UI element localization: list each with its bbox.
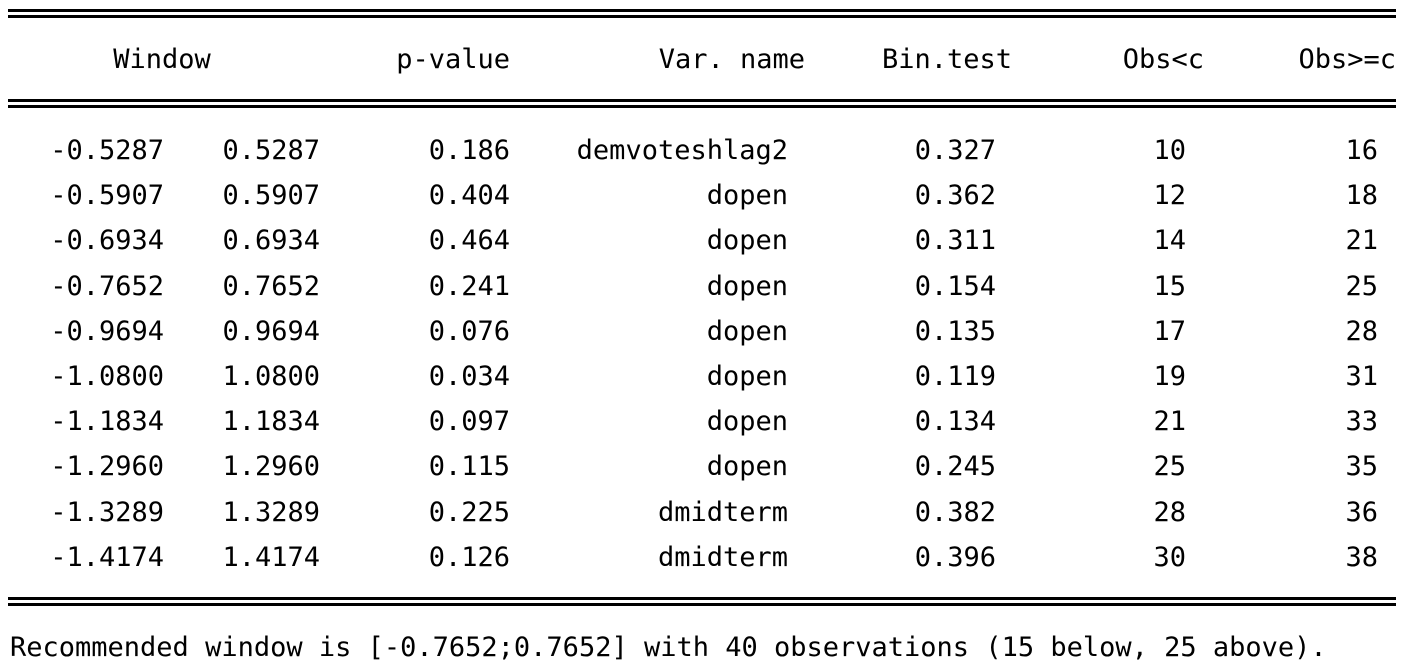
cell-window-upper: 1.2960 — [222, 451, 320, 483]
cell-window-lower: -0.9694 — [50, 315, 164, 347]
cell-obs-above: 38 — [1345, 541, 1378, 573]
cell-obs-below: 14 — [1153, 225, 1186, 257]
cell-obs-above: 35 — [1345, 451, 1378, 483]
cell-window-lower: -0.5287 — [50, 135, 164, 166]
cell-varname: dmidterm — [657, 541, 788, 573]
cell-varname: dmidterm — [657, 496, 788, 528]
cell-pvalue: 0.225 — [428, 496, 510, 528]
cell-bintest: 0.362 — [914, 180, 996, 212]
cell-bintest: 0.134 — [914, 406, 996, 438]
cell-window-lower: -0.6934 — [50, 225, 164, 257]
cell-obs-above: 31 — [1345, 361, 1378, 392]
cell-bintest: 0.135 — [914, 315, 996, 347]
cell-bintest: 0.311 — [914, 225, 996, 257]
cell-window-lower: -1.2960 — [50, 451, 164, 483]
cell-varname: dopen — [706, 361, 788, 392]
cell-window-upper: 1.4174 — [222, 541, 320, 573]
top-double-rule — [8, 6, 1396, 20]
cell-obs-above: 18 — [1345, 180, 1378, 212]
header-double-rule — [8, 96, 1396, 110]
recommendation-note: Recommended window is [-0.7652;0.7652] w… — [10, 632, 1327, 663]
cell-pvalue: 0.034 — [428, 361, 510, 392]
cell-obs-below: 30 — [1153, 541, 1186, 573]
cell-window-upper: 1.0800 — [222, 361, 320, 392]
cell-bintest: 0.396 — [914, 541, 996, 573]
cell-pvalue: 0.186 — [428, 135, 510, 166]
cell-window-lower: -1.0800 — [50, 361, 164, 392]
cell-window-lower: -1.3289 — [50, 496, 164, 528]
header-pvalue: p-value — [396, 44, 510, 75]
cell-varname: dopen — [706, 180, 788, 212]
cell-window-upper: 0.7652 — [222, 270, 320, 302]
cell-window-upper: 0.5907 — [222, 180, 320, 212]
header-window: Window — [113, 44, 211, 75]
cell-varname: dopen — [706, 406, 788, 438]
cell-window-upper: 1.1834 — [222, 406, 320, 438]
cell-pvalue: 0.097 — [428, 406, 510, 438]
bottom-double-rule — [8, 594, 1396, 608]
cell-varname: dopen — [706, 270, 788, 302]
cell-pvalue: 0.404 — [428, 180, 510, 212]
cell-window-lower: -1.1834 — [50, 406, 164, 438]
cell-varname: dopen — [706, 315, 788, 347]
header-obs-below: Obs<c — [1122, 44, 1204, 75]
cell-bintest: 0.154 — [914, 270, 996, 302]
cell-varname: dopen — [706, 225, 788, 257]
cell-pvalue: 0.115 — [428, 451, 510, 483]
cell-obs-above: 33 — [1345, 406, 1378, 438]
cell-window-lower: -0.5907 — [50, 180, 164, 212]
cell-obs-above: 28 — [1345, 315, 1378, 347]
cell-pvalue: 0.464 — [428, 225, 510, 257]
cell-obs-above: 21 — [1345, 225, 1378, 257]
cell-obs-below: 28 — [1153, 496, 1186, 528]
cell-pvalue: 0.126 — [428, 541, 510, 573]
cell-obs-below: 17 — [1153, 315, 1186, 347]
cell-obs-below: 21 — [1153, 406, 1186, 438]
cell-obs-above: 36 — [1345, 496, 1378, 528]
cell-varname: demvoteshlag2 — [576, 135, 788, 166]
header-varname: Var. name — [658, 44, 805, 75]
cell-window-upper: 1.3289 — [222, 496, 320, 528]
cell-varname: dopen — [706, 451, 788, 483]
cell-pvalue: 0.076 — [428, 315, 510, 347]
cell-obs-above: 16 — [1345, 135, 1378, 166]
cell-window-upper: 0.6934 — [222, 225, 320, 257]
cell-obs-below: 19 — [1153, 361, 1186, 392]
cell-obs-below: 25 — [1153, 451, 1186, 483]
cell-obs-below: 12 — [1153, 180, 1186, 212]
cell-bintest: 0.327 — [914, 135, 996, 166]
cell-window-lower: -0.7652 — [50, 270, 164, 302]
cell-pvalue: 0.241 — [428, 270, 510, 302]
cell-bintest: 0.119 — [914, 361, 996, 392]
cell-bintest: 0.382 — [914, 496, 996, 528]
cell-obs-below: 15 — [1153, 270, 1186, 302]
header-bintest: Bin.test — [881, 44, 1012, 75]
header-obs-above: Obs>=c — [1298, 44, 1396, 75]
cell-obs-below: 10 — [1153, 135, 1186, 166]
cell-obs-above: 25 — [1345, 270, 1378, 302]
cell-window-lower: -1.4174 — [50, 541, 164, 573]
cell-bintest: 0.245 — [914, 451, 996, 483]
cell-window-upper: 0.5287 — [222, 135, 320, 166]
cell-window-upper: 0.9694 — [222, 315, 320, 347]
